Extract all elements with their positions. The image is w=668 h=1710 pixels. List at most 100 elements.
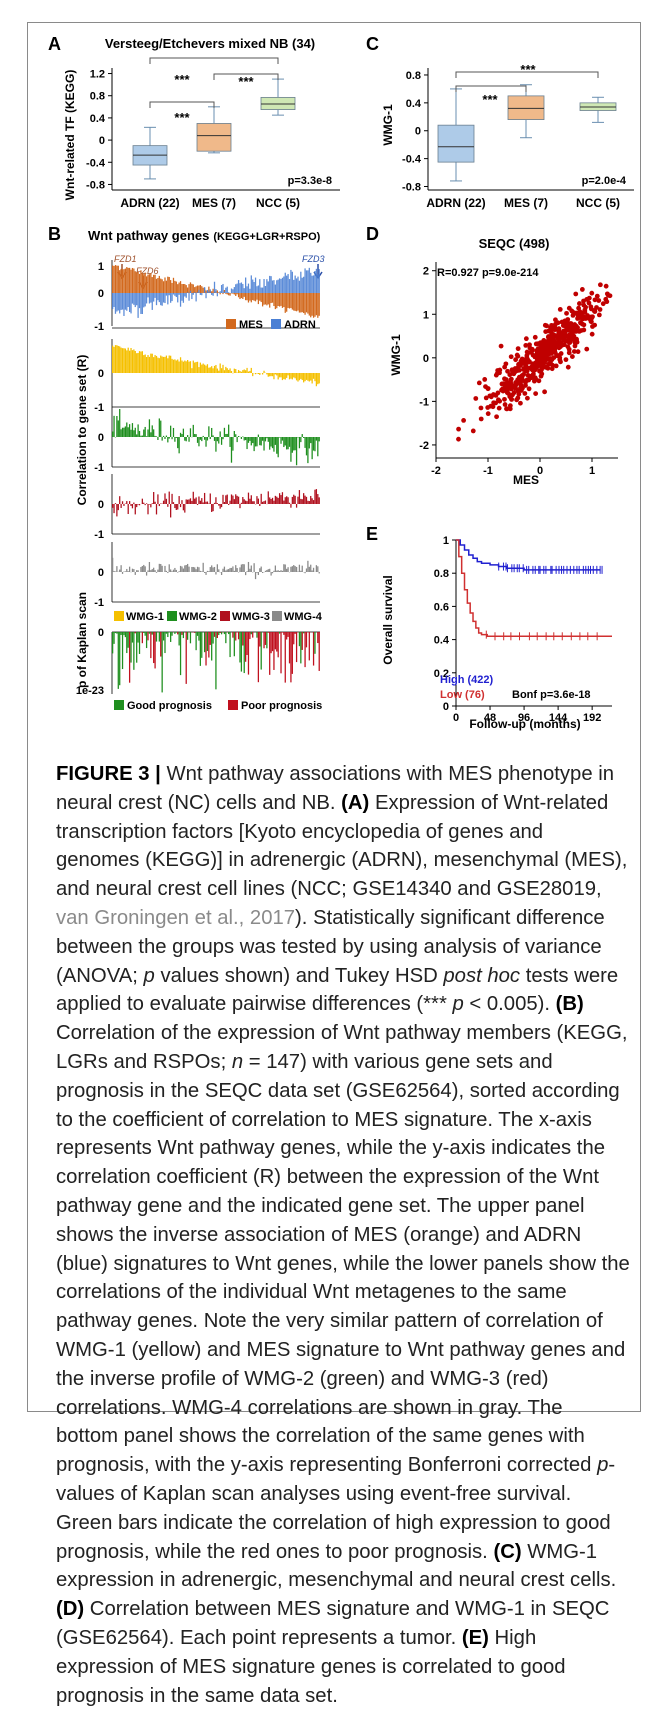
y-tick-label: 0 (99, 135, 105, 147)
adrn-bar (242, 284, 243, 293)
wmg4-bar (319, 572, 320, 573)
adrn-bar (118, 293, 119, 310)
panel-a: A Versteeg/Etchevers mixed NB (34) Wnt-r… (48, 34, 340, 210)
adrn-bar (228, 292, 229, 293)
wmg2-bar (246, 437, 247, 449)
adrn-bar (293, 280, 294, 293)
wmg2-bar (292, 437, 293, 453)
scatter-point (504, 406, 509, 411)
caption-a-reference-link[interactable]: van Groningen et al., 2017 (56, 907, 295, 929)
wmg4-bar (275, 566, 276, 572)
kaplan-bar (125, 632, 126, 637)
wmg1-bar (195, 362, 196, 373)
wmg3-bar (297, 497, 298, 504)
mes-bar (177, 284, 178, 293)
wmg2-bar (198, 437, 199, 446)
wmg1-bar (245, 370, 246, 373)
wmg4-bar (295, 566, 296, 572)
scatter-point (456, 427, 461, 432)
wmg3-bar (283, 501, 284, 504)
wmg2-bar (287, 437, 288, 449)
kaplan-bar (145, 632, 146, 636)
mes-bar (157, 278, 158, 293)
wmg2-bar (174, 437, 175, 442)
wmg4-bar (278, 570, 279, 572)
wmg4-bar (143, 565, 144, 572)
wmg3-bar (280, 495, 281, 504)
scatter-point (535, 348, 540, 353)
mes-bar (222, 293, 223, 294)
mes-bar (186, 285, 187, 293)
wmg4-bar (225, 570, 226, 572)
wmg3-bar (239, 504, 240, 508)
scatter-xtick-label: 1 (589, 465, 595, 477)
wmg4-bar (248, 562, 249, 572)
box-iqr (197, 123, 231, 151)
wmg4-bar (147, 570, 148, 572)
wmg4-bar (239, 567, 240, 572)
adrn-bar (287, 274, 288, 293)
wmg3-bar (179, 496, 180, 504)
wmg1-bar (167, 358, 168, 373)
wmg4-bar (268, 569, 269, 572)
wmg1-bar (193, 361, 194, 373)
panel-d: D SEQC (498) R=0.927 p=9.0e-214 WMG-1 ME… (366, 224, 618, 487)
scatter-point (567, 347, 572, 352)
adrn-bar (289, 279, 290, 293)
wmg2-bar (130, 430, 131, 437)
scatter-point (486, 386, 491, 391)
wmg2-bar (276, 437, 277, 454)
scatter-point (567, 306, 572, 311)
adrn-bar (270, 276, 271, 293)
wmg3-bar (316, 489, 317, 504)
wmg2-bar (154, 436, 155, 437)
y-tick-label: 0.4 (90, 113, 106, 125)
wmg3-bar (265, 501, 266, 504)
wmg3-bar (252, 501, 253, 504)
wmg3-bar (306, 497, 307, 504)
scatter-point (542, 389, 547, 394)
mes-bar (120, 269, 121, 293)
mes-bar (279, 293, 280, 307)
wmg3-bar (289, 503, 290, 504)
legend-adrn-label: ADRN (284, 319, 316, 331)
wmg1-bar (268, 373, 269, 377)
kaplan-bar (205, 632, 206, 665)
scatter-point (570, 354, 575, 359)
wmg1-bar (188, 362, 189, 373)
wmg1-bar (137, 353, 138, 373)
wmg1-bar (147, 355, 148, 373)
wmg1-bar (126, 350, 127, 373)
wmg4-bar (310, 565, 311, 572)
scatter-ytick-label: -2 (419, 440, 429, 452)
wmg2-bar (282, 437, 283, 441)
adrn-bar (232, 289, 233, 293)
wmg2-bar (304, 437, 305, 448)
mes-bar (147, 275, 148, 293)
wmg3-bar (227, 495, 228, 504)
adrn-bar (278, 280, 279, 293)
wmg3-bar (191, 501, 192, 504)
wmg3-bar (319, 497, 320, 504)
legend-wmg3-swatch (220, 611, 230, 621)
wmg4-bar (222, 569, 223, 572)
mes-bar (227, 293, 228, 294)
mes-bar (287, 293, 288, 308)
wmg2-bar (312, 437, 313, 459)
kaplan-bar (154, 632, 155, 668)
wmg1-bar (234, 369, 235, 373)
scatter-point (523, 383, 528, 388)
wmg2-bar (310, 437, 311, 443)
wmg4-bar (244, 564, 245, 572)
caption-c-label: (C) (493, 1541, 521, 1563)
kaplan-bar (221, 632, 222, 634)
wmg3-bar (275, 496, 276, 504)
wmg1-bar (186, 361, 187, 373)
kaplan-bar (190, 632, 191, 643)
kaplan-bar (147, 632, 148, 640)
kaplan-bar (126, 632, 127, 653)
wmg4-bar (234, 571, 235, 572)
scatter-point (576, 306, 581, 311)
scatter-point (565, 322, 570, 327)
scatter-point (471, 429, 476, 434)
